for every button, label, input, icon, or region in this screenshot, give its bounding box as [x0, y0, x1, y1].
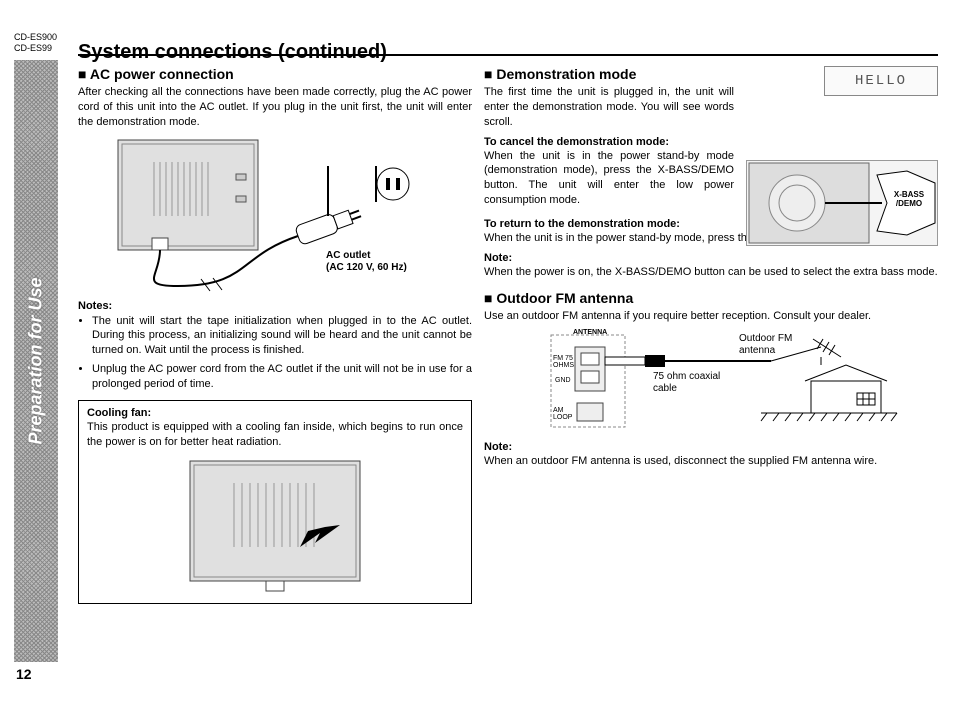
demo-note-text: When the power is on, the X-BASS/DEMO bu…	[484, 265, 938, 280]
fan-text: This product is equipped with a cooling …	[87, 420, 463, 450]
fm-heading: Outdoor FM antenna	[484, 290, 938, 306]
model-1: CD-ES900	[14, 32, 57, 43]
demo-note-label: Note:	[484, 252, 938, 264]
note-2: Unplug the AC power cord from the AC out…	[92, 362, 472, 392]
ac-outlet-label-2: (AC 120 V, 60 Hz)	[326, 262, 407, 273]
title-underline	[78, 54, 938, 56]
page-title: System connections (continued)	[78, 41, 387, 64]
sidebar-text: Preparation for Use	[26, 277, 47, 444]
page-number: 12	[16, 666, 32, 682]
demo-illustration: X-BASS /DEMO	[746, 160, 938, 246]
note-1: The unit will start the tape initializat…	[92, 314, 472, 359]
fm-note-label: Note:	[484, 441, 938, 453]
fm-outdoor-label: Outdoor FM antenna	[739, 333, 819, 357]
cancel-text: When the unit is in the power stand-by m…	[484, 149, 734, 208]
xbass-label: X-BASS /DEMO	[887, 191, 931, 209]
sidebar-tab: Preparation for Use	[14, 60, 58, 662]
hello-display: HELLO	[824, 66, 938, 96]
left-column: AC power connection After checking all t…	[78, 66, 472, 604]
fm-coax-label: 75 ohm coaxial cable	[653, 371, 733, 395]
fm-illustration: ANTENNA FM 75 OHMS GND AM LOOP 75 ohm co…	[521, 329, 901, 437]
cancel-label: To cancel the demonstration mode:	[484, 136, 714, 148]
fm-gnd-label: GND	[555, 377, 571, 384]
fm-note-text: When an outdoor FM antenna is used, disc…	[484, 454, 938, 469]
fm-fm-label: FM 75 OHMS	[553, 355, 573, 369]
fm-am-label: AM LOOP	[553, 407, 573, 421]
fan-label: Cooling fan:	[87, 407, 463, 419]
fm-paragraph: Use an outdoor FM antenna if you require…	[484, 309, 938, 324]
model-2: CD-ES99	[14, 43, 57, 54]
ac-paragraph: After checking all the connections have …	[78, 85, 472, 130]
ac-heading: AC power connection	[78, 66, 472, 82]
fan-illustration	[170, 455, 380, 595]
ac-illustration: AC outlet (AC 120 V, 60 Hz)	[98, 136, 448, 296]
right-column: Demonstration mode The first time the un…	[484, 66, 938, 475]
ac-outlet-label-1: AC outlet	[326, 250, 370, 261]
notes-list: The unit will start the tape initializat…	[78, 314, 472, 392]
model-labels: CD-ES900 CD-ES99	[14, 32, 57, 54]
notes-label: Notes:	[78, 300, 472, 312]
cooling-fan-box: Cooling fan: This product is equipped wi…	[78, 400, 472, 605]
demo-paragraph: The first time the unit is plugged in, t…	[484, 85, 734, 130]
fm-antenna-label: ANTENNA	[573, 329, 607, 336]
